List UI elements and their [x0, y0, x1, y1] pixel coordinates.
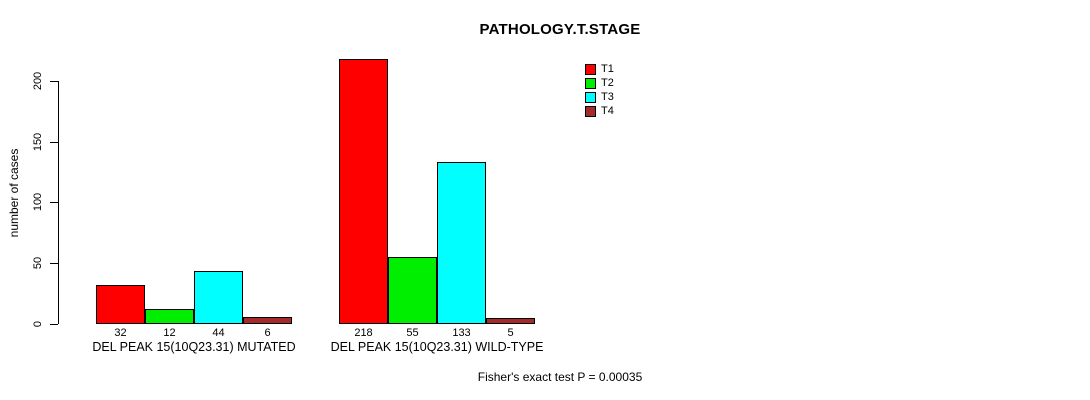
bar-t2-group1 [388, 257, 437, 324]
bar-t1-group1 [339, 59, 388, 324]
group-label-mutated: DEL PEAK 15(10Q23.31) MUTATED [92, 340, 296, 354]
bar-t2-group0 [145, 309, 194, 324]
bar-value-label: 6 [264, 327, 271, 339]
y-tick [50, 142, 58, 143]
y-tick [50, 202, 58, 203]
legend-row-t3: T3 [585, 92, 614, 103]
legend-row-t4: T4 [585, 106, 614, 117]
legend-row-t1: T1 [585, 64, 614, 75]
bar-t4-group1 [486, 318, 535, 324]
legend-swatch-t4 [585, 106, 596, 117]
bar-value-label: 55 [406, 327, 419, 339]
bar-value-label: 133 [452, 327, 471, 339]
bar-value-label: 12 [163, 327, 176, 339]
group-label-wild-type: DEL PEAK 15(10Q23.31) WILD-TYPE [330, 340, 544, 354]
legend-swatch-t3 [585, 92, 596, 103]
y-tick-label: 100 [32, 192, 44, 212]
bar-value-label: 32 [114, 327, 127, 339]
legend: T1 T2 T3 T4 [585, 64, 614, 120]
bar-value-label: 44 [212, 327, 225, 339]
y-axis-label: number of cases [7, 148, 21, 238]
y-axis-line [58, 81, 59, 324]
legend-swatch-t1 [585, 64, 596, 75]
fisher-exact-test-note: Fisher's exact test P = 0.00035 [477, 370, 643, 384]
bar-value-label: 5 [507, 327, 514, 339]
y-tick-label: 0 [32, 320, 44, 328]
bar-t3-group0 [194, 271, 243, 324]
y-tick [50, 263, 58, 264]
legend-swatch-t2 [585, 78, 596, 89]
chart-title: PATHOLOGY.T.STAGE [479, 21, 641, 38]
legend-label-t4: T4 [601, 105, 614, 117]
y-tick-label: 50 [32, 256, 44, 270]
y-tick [50, 81, 58, 82]
legend-label-t2: T2 [601, 77, 614, 89]
bar-t3-group1 [437, 162, 486, 324]
legend-label-t1: T1 [601, 63, 614, 75]
bar-t4-group0 [243, 317, 292, 324]
y-tick-label: 150 [32, 132, 44, 152]
y-tick [50, 324, 58, 325]
legend-row-t2: T2 [585, 78, 614, 89]
bar-value-label: 218 [354, 327, 373, 339]
y-tick-label: 200 [32, 71, 44, 91]
legend-label-t3: T3 [601, 91, 614, 103]
bar-t1-group0 [96, 285, 145, 324]
